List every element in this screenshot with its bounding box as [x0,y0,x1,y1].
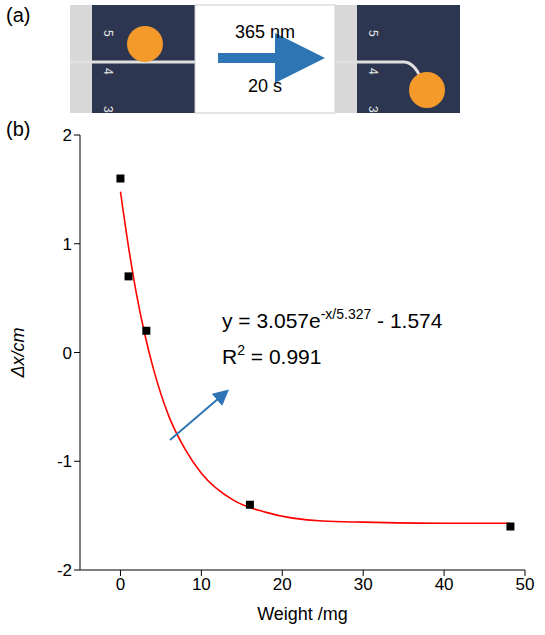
svg-text:30: 30 [354,575,373,594]
svg-text:4: 4 [101,68,115,75]
svg-text:Δx/cm: Δx/cm [8,327,28,378]
svg-text:10: 10 [192,575,211,594]
svg-text:0: 0 [63,344,72,363]
svg-text:40: 40 [435,575,454,594]
svg-text:365 nm: 365 nm [235,22,295,42]
svg-text:(a): (a) [6,4,30,26]
svg-text:-2: -2 [57,561,72,580]
svg-text:y = 3.057e-x/5.327 - 1.574: y = 3.057e-x/5.327 - 1.574 [222,306,443,332]
svg-text:(b): (b) [6,118,30,140]
svg-text:50: 50 [516,575,535,594]
svg-text:Weight /mg: Weight /mg [257,604,348,624]
svg-text:0: 0 [116,575,125,594]
svg-text:3: 3 [101,106,115,113]
svg-text:20 s: 20 s [248,76,282,96]
svg-text:4: 4 [366,68,380,75]
svg-text:5: 5 [366,30,380,37]
svg-text:20: 20 [273,575,292,594]
svg-text:R2 = 0.991: R2 = 0.991 [222,342,321,368]
svg-text:-1: -1 [57,452,72,471]
svg-text:2: 2 [63,126,72,145]
svg-text:1: 1 [63,235,72,254]
svg-text:5: 5 [101,30,115,37]
svg-text:3: 3 [366,106,380,113]
